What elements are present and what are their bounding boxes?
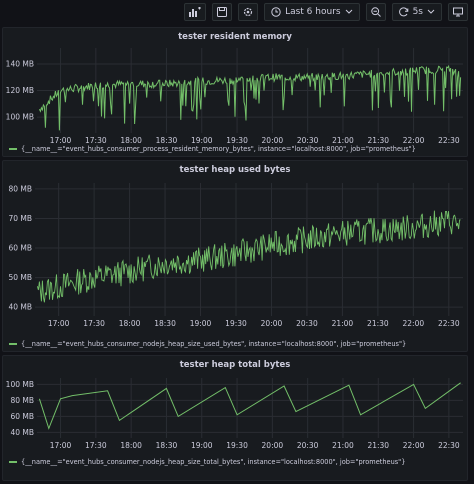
y-tick-label: 140 MB [6,59,34,68]
y-tick-label: 80 MB [8,184,32,193]
x-tick-label: 21:00 [332,319,354,328]
time-range-label: Last 6 hours [285,7,341,17]
x-tick-label: 22:30 [438,319,460,328]
x-tick-label: 19:30 [225,319,247,328]
x-tick-label: 21:00 [332,441,354,450]
x-tick-label: 20:00 [262,441,284,450]
x-tick-label: 19:30 [226,136,248,145]
legend-series-name: {__name__="event_hubs_consumer_nodejs_he… [21,340,407,348]
x-tick-label: 20:00 [261,319,283,328]
x-tick-label: 21:30 [367,136,389,145]
x-tick-label: 21:30 [367,441,389,450]
x-tick-label: 18:30 [154,319,176,328]
series-line [36,210,461,303]
y-tick-label: 120 MB [6,86,34,95]
x-tick-label: 22:00 [403,319,425,328]
refresh-interval-label: 5s [412,7,423,17]
x-tick-label: 19:00 [190,319,212,328]
x-tick-label: 17:00 [50,441,72,450]
x-tick-label: 17:30 [83,319,105,328]
y-tick-label: 100 MB [6,380,34,389]
x-tick-label: 18:00 [120,441,142,450]
legend-swatch [9,343,17,345]
settings-icon [243,7,253,17]
legend-series-name: {__name__="event_hubs_consumer_process_r… [21,145,416,153]
y-tick-label: 60 MB [10,412,34,421]
chart-heap-used: 40 MB 50 MB 60 MB 70 MB 80 MB 17:00 17:30 18:00… [8,183,463,328]
x-tick-label: 20:30 [296,319,318,328]
add-panel-icon [189,7,202,17]
x-tick-label: 19:00 [191,136,213,145]
x-tick-label: 21:30 [367,319,389,328]
monitor-icon [453,7,463,17]
legend[interactable]: {__name__="event_hubs_consumer_nodejs_he… [9,340,406,348]
zoom-out-icon [370,7,381,17]
y-tick-label: 50 MB [8,273,32,282]
x-tick-label: 20:30 [297,136,319,145]
chevron-down-icon [427,9,435,14]
dashboard-settings-button[interactable] [238,3,259,21]
legend-swatch [9,148,17,150]
x-tick-label: 18:30 [156,136,178,145]
panel-heap-total: tester heap total bytes 40 MB 60 MB 80 MB 1… [2,355,468,481]
x-tick-label: 19:00 [191,441,213,450]
panel-title: tester resident memory [178,32,292,42]
x-tick-label: 20:30 [297,441,319,450]
x-tick-label: 17:30 [85,441,107,450]
y-tick-label: 40 MB [10,428,34,437]
dashboard-toolbar: Last 6 hours 5s [0,0,474,24]
panel-resident-memory: tester resident memory 100 MB 120 MB 140 M… [2,27,468,157]
save-dashboard-button[interactable] [212,3,233,21]
refresh-icon [398,7,408,17]
panel-title: tester heap used bytes [179,165,291,175]
chart-heap-total: 40 MB 60 MB 80 MB 100 MB 17:00 17:30 18:00 18:3… [6,378,463,450]
x-tick-label: 17:30 [85,136,107,145]
legend[interactable]: {__name__="event_hubs_consumer_process_r… [9,145,416,153]
zoom-out-button[interactable] [365,3,386,21]
x-tick-label: 21:00 [332,136,354,145]
series-line [38,64,462,131]
x-tick-label: 17:00 [50,136,72,145]
panel-heap-used: tester heap used bytes 40 MB 50 MB 60 MB 70… [2,160,468,352]
x-tick-label: 22:30 [438,136,460,145]
x-tick-label: 17:00 [48,319,70,328]
view-mode-button[interactable] [448,3,468,21]
legend-swatch [9,461,17,463]
chevron-down-icon [345,9,352,14]
clock-icon [271,7,281,17]
legend[interactable]: {__name__="event_hubs_consumer_nodejs_he… [9,458,405,466]
x-tick-label: 22:30 [438,441,460,450]
x-tick-label: 22:00 [403,441,425,450]
y-tick-label: 100 MB [6,113,34,122]
x-tick-label: 18:00 [120,136,142,145]
series-line [38,382,461,430]
x-tick-label: 22:00 [403,136,425,145]
add-panel-button[interactable] [184,3,207,21]
chart-resident-memory: 100 MB 120 MB 140 MB 17:00 17:30 18:00 18:30 19… [6,48,463,145]
refresh-picker[interactable]: 5s [391,3,442,21]
x-tick-label: 18:30 [156,441,178,450]
save-icon [217,7,228,17]
x-tick-label: 19:30 [226,441,248,450]
time-range-picker[interactable]: Last 6 hours [264,3,360,21]
x-tick-label: 18:00 [119,319,141,328]
y-tick-label: 70 MB [8,214,32,223]
panel-title: tester heap total bytes [179,360,291,370]
x-tick-label: 20:00 [262,136,284,145]
y-tick-label: 80 MB [10,396,34,405]
legend-series-name: {__name__="event_hubs_consumer_nodejs_he… [21,458,406,466]
y-tick-label: 60 MB [8,244,32,253]
y-tick-label: 40 MB [8,303,32,312]
